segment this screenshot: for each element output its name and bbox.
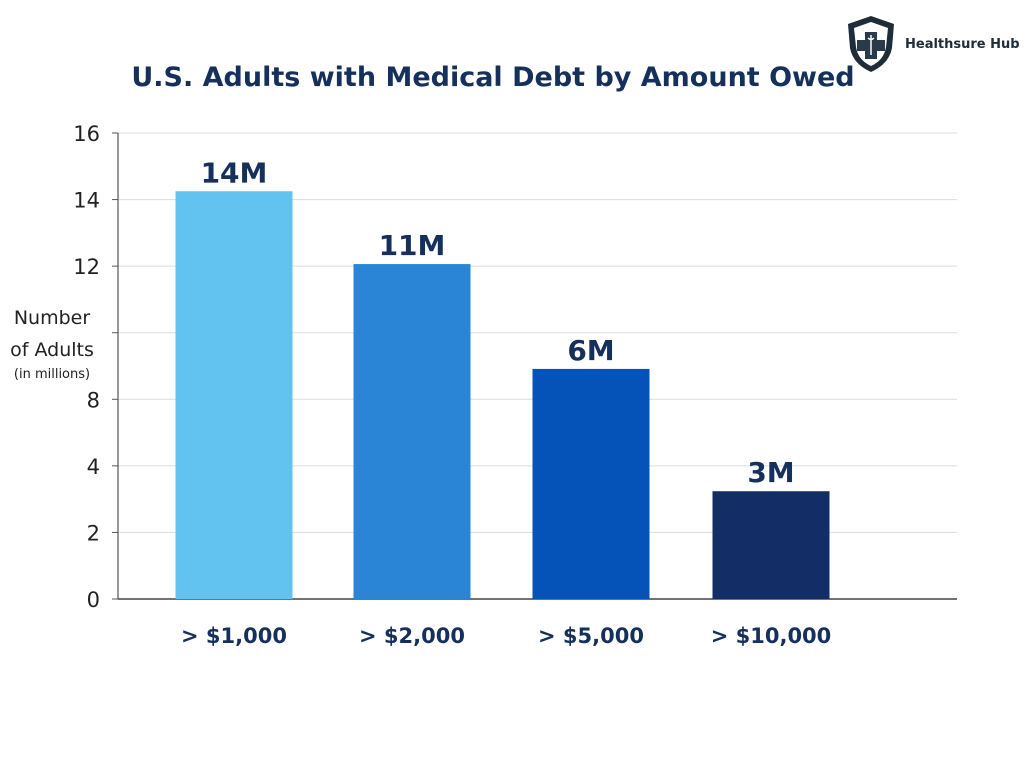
y-tick-label: 12	[73, 255, 100, 279]
y-axis-label: Number of Adults (in millions)	[0, 302, 104, 384]
logo: Healthsure Hub	[845, 14, 1020, 74]
x-tick-label: > $5,000	[538, 624, 644, 648]
data-label: 14M	[201, 156, 268, 189]
y-axis-label-line: of Adults	[10, 339, 94, 361]
y-axis-label-line: Number	[13, 307, 91, 329]
y-tick-label: 14	[73, 189, 100, 213]
y-axis-label-line: (in millions)	[13, 367, 91, 382]
data-label: 11M	[379, 229, 446, 262]
data-label: 6M	[567, 334, 614, 367]
chart-title: U.S. Adults with Medical Debt by Amount …	[131, 62, 855, 93]
y-tick-label: 0	[87, 588, 100, 612]
y-tick-label: 8	[87, 388, 100, 412]
y-tick-label: 16	[73, 122, 100, 146]
y-tick-label: 4	[87, 455, 100, 479]
x-tick-label: > $10,000	[711, 624, 832, 648]
x-tick-label: > $2,000	[359, 624, 465, 648]
logo-text: Healthsure Hub	[905, 36, 1020, 52]
bar	[353, 264, 471, 599]
data-label: 3M	[747, 456, 794, 489]
shield-medical-cross-icon	[848, 16, 894, 72]
x-tick-label: > $1,000	[181, 624, 287, 648]
bar	[175, 191, 293, 599]
bar	[532, 368, 650, 599]
bar	[712, 491, 830, 599]
y-tick-label: 2	[87, 521, 100, 545]
